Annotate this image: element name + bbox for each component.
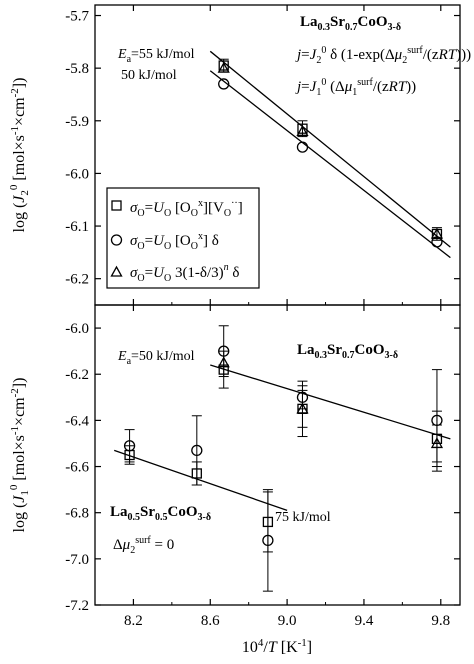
legend-item-triangle: σO=UO 3(1-δ/3)n δ (110, 262, 240, 284)
bottom-circle-point (123, 440, 136, 452)
top-y-tick-label: -6.0 (65, 166, 89, 182)
top-panel-plot (209, 50, 451, 259)
bottom-circle-point (191, 444, 203, 457)
top-ea-50-label: 50 kJ/mol (121, 68, 177, 83)
bottom-ea-75-label: 75 kJ/mol (275, 510, 331, 525)
bottom-panel-frame (94, 304, 461, 606)
bottom-ea-50-label: Ea=50 kJ/mol (117, 349, 195, 367)
svg-text:σO=UO [OOx] δ: σO=UO [OOx] δ (130, 231, 219, 252)
bottom-compound-bottom: La0.5Sr0.5CoO3-δ (110, 504, 211, 523)
x-axis-label: 104/T [K-1] (242, 637, 312, 656)
legend-item-circle: σO=UO [OOx] δ (110, 231, 219, 252)
svg-text:σO=UO [OOx][VO··]: σO=UO [OOx][VO··] (130, 198, 243, 219)
bottom-y-tick-label: -7.2 (65, 598, 89, 614)
bottom-circle-point (262, 534, 274, 547)
bottom-circle-point (218, 345, 230, 357)
bottom-y-tick-label: -6.0 (65, 321, 89, 337)
bottom-y-axis-label: log (J10 [mol×s-1×cm-2]) (8, 378, 31, 533)
top-y-tick-label: -6.1 (65, 219, 89, 235)
bottom-panel-axes: -6.0 -6.2 -6.4 -6.6 -6.8 -7.0 -7.2 8.2 8.6 9.0 9.4… (65, 305, 460, 629)
top-y-tick-label: -5.8 (65, 61, 89, 77)
bottom-y-tick-label: -6.6 (65, 460, 89, 476)
top-compound-label: La0.3Sr0.7CoO3-δ (300, 14, 401, 33)
top-fit-line (209, 70, 451, 259)
top-circle-point (431, 236, 443, 248)
bottom-triangle-point (296, 402, 309, 414)
bottom-y-tick-label: -6.4 (65, 413, 89, 429)
top-square-point (218, 60, 229, 71)
top-triangle-point (296, 124, 309, 136)
top-eq2: j=J10 (Δμ1surf/(zRT)) (295, 77, 416, 98)
top-triangle-point (430, 227, 444, 239)
bottom-panel-plot (113, 325, 451, 592)
top-eq1: j=J20 δ (1-exp(Δμ2surf/(zRT))) (295, 45, 471, 66)
bottom-fit-line (210, 364, 451, 440)
bottom-fit-line (113, 449, 288, 511)
top-y-tick-label: -5.7 (65, 9, 89, 25)
bottom-triangle-point (217, 356, 230, 368)
bottom-y-tick-label: -6.2 (65, 367, 89, 383)
x-tick-label: 9.8 (431, 613, 450, 629)
x-tick-label: 9.4 (355, 613, 374, 629)
legend-box (106, 187, 260, 289)
bottom-delta-mu: Δμ2surf = 0 (113, 535, 174, 556)
top-circle-point (218, 78, 230, 90)
top-circle-point (296, 141, 309, 153)
top-triangle-point (217, 61, 230, 73)
x-tick-label: 8.6 (201, 613, 220, 629)
top-square-point (297, 123, 308, 134)
x-tick-label: 9.0 (278, 613, 297, 629)
top-ea-55-label: Ea=55 kJ/mol (117, 47, 195, 65)
top-fit-line (209, 50, 451, 248)
top-y-tick-label: -6.2 (65, 272, 89, 288)
bottom-triangle-point (430, 437, 444, 449)
x-tick-label: 8.2 (124, 613, 143, 629)
top-y-axis-label: log (J20 [mol×s-1×cm-2]) (8, 78, 31, 233)
top-panel-axes: -5.7 -5.8 -5.9 -6.0 -6.1 -6.2 (65, 5, 460, 305)
bottom-compound-top: La0.3Sr0.7CoO3-δ (297, 342, 398, 361)
bottom-y-tick-label: -6.8 (65, 506, 89, 522)
svg-text:σO=UO 3(1-δ/3)n δ: σO=UO 3(1-δ/3)n δ (130, 262, 240, 284)
legend-item-square: σO=UO [OOx][VO··] (111, 198, 243, 219)
bottom-y-tick-label: -7.0 (65, 552, 89, 568)
top-y-tick-label: -5.9 (65, 114, 89, 130)
